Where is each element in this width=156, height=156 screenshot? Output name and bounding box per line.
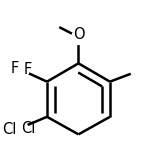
Text: F: F xyxy=(24,62,32,77)
Text: Cl: Cl xyxy=(3,122,17,137)
Text: F: F xyxy=(11,61,19,76)
Text: Cl: Cl xyxy=(21,121,36,136)
Text: O: O xyxy=(73,27,84,42)
